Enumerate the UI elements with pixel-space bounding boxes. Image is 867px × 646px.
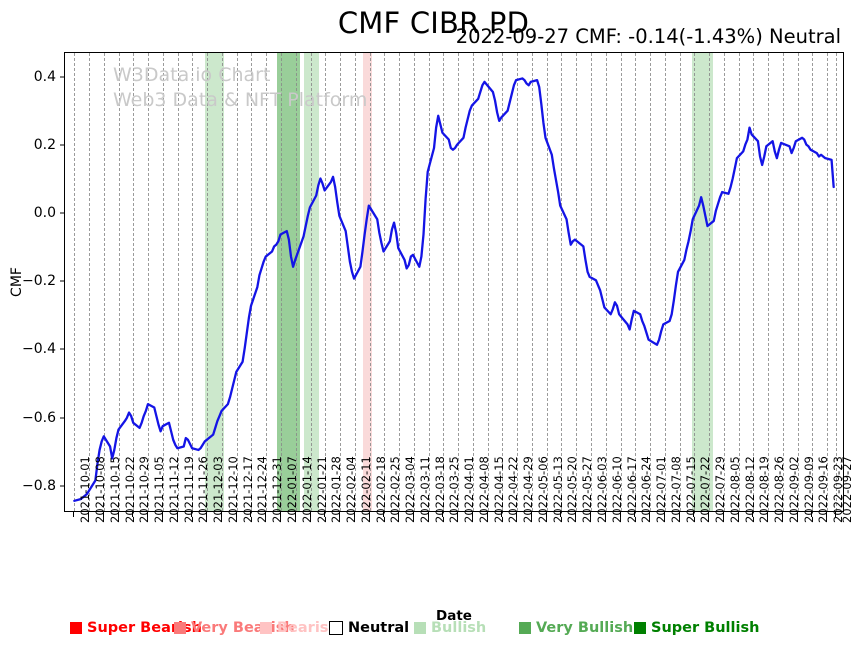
legend-swatch-icon: [414, 622, 426, 634]
x-tick-mark: [220, 512, 222, 517]
legend-swatch-icon: [174, 622, 186, 634]
y-axis-tick: 0.4: [34, 69, 65, 85]
y-tick-mark: [60, 144, 65, 146]
x-tick-mark: [398, 512, 400, 517]
grid-line: [835, 53, 837, 511]
y-axis-tick: 0.0: [34, 205, 65, 221]
y-tick-mark: [60, 417, 65, 419]
legend-item[interactable]: Very Bullish: [519, 620, 633, 636]
x-tick-mark: [471, 512, 473, 517]
x-tick-mark: [102, 512, 104, 517]
y-axis-tick: −0.6: [22, 410, 65, 426]
y-tick-mark: [60, 76, 65, 78]
x-tick-mark: [767, 512, 769, 517]
legend: Super Bearish Very Bearish Bearish Neutral B…: [64, 620, 854, 644]
x-tick-mark: [722, 512, 724, 517]
x-tick-mark: [250, 512, 252, 517]
x-tick-mark: [826, 512, 828, 517]
legend-swatch-icon: [260, 622, 272, 634]
y-tick-mark: [60, 212, 65, 214]
x-tick-mark: [339, 512, 341, 517]
legend-label: Neutral: [348, 620, 410, 636]
y-axis-tick: 0.2: [34, 137, 65, 153]
x-tick-mark: [368, 512, 370, 517]
value-annotation: 2022-09-27 CMF: -0.14(-1.43%) Neutral: [455, 25, 841, 48]
x-tick-mark: [353, 512, 355, 517]
legend-label: Super Bearish: [87, 620, 202, 636]
legend-item[interactable]: Super Bullish: [634, 620, 759, 636]
legend-label: Bullish: [431, 620, 487, 636]
y-axis-tick: −0.8: [22, 478, 65, 494]
legend-swatch-icon: [519, 622, 531, 634]
x-axis-ticks: 2021-10-012021-10-082021-10-152021-10-22…: [64, 456, 854, 612]
y-tick-mark: [60, 280, 65, 282]
x-tick-mark: [619, 512, 621, 517]
y-axis-tick: −0.4: [22, 341, 65, 357]
x-tick-mark: [501, 512, 503, 517]
x-tick-mark: [604, 512, 606, 517]
x-tick-mark: [147, 512, 149, 517]
x-tick-mark: [560, 512, 562, 517]
x-tick-mark: [161, 512, 163, 517]
watermark: W3Data.io Chart Web3 Data & NFT Platform: [113, 64, 368, 111]
x-tick-mark: [117, 512, 119, 517]
x-tick-mark: [530, 512, 532, 517]
x-tick-mark: [176, 512, 178, 517]
legend-item[interactable]: Neutral: [329, 620, 409, 636]
y-tick-mark: [60, 348, 65, 350]
y-axis-tick: −0.2: [22, 273, 65, 289]
x-tick-mark: [324, 512, 326, 517]
legend-label: Very Bullish: [536, 620, 634, 636]
x-tick-mark: [575, 512, 577, 517]
x-tick-mark: [752, 512, 754, 517]
x-tick-mark: [811, 512, 813, 517]
legend-swatch-icon: [70, 622, 82, 634]
x-tick-mark: [442, 512, 444, 517]
x-tick-mark: [781, 512, 783, 517]
x-tick-mark: [737, 512, 739, 517]
x-tick-mark: [708, 512, 710, 517]
legend-item[interactable]: Super Bearish: [70, 620, 202, 636]
x-tick-mark: [834, 512, 836, 517]
x-tick-mark: [383, 512, 385, 517]
x-tick-mark: [796, 512, 798, 517]
x-tick-mark: [88, 512, 90, 517]
legend-label: Bearish: [277, 620, 339, 636]
x-tick-mark: [294, 512, 296, 517]
x-tick-mark: [265, 512, 267, 517]
legend-label: Super Bullish: [651, 620, 760, 636]
x-tick-mark: [649, 512, 651, 517]
x-axis-label: Date: [436, 608, 472, 624]
page-title: CMF CIBR PD: [337, 6, 530, 40]
x-tick-mark: [309, 512, 311, 517]
x-tick-mark: [678, 512, 680, 517]
x-tick-mark: [516, 512, 518, 517]
plot-area: W3Data.io Chart Web3 Data & NFT Platform…: [22, 25, 844, 512]
legend-swatch-icon: [634, 622, 646, 634]
x-tick-mark: [634, 512, 636, 517]
x-tick-mark: [486, 512, 488, 517]
legend-item[interactable]: Bullish: [414, 620, 486, 636]
x-tick-mark: [457, 512, 459, 517]
x-tick-mark: [545, 512, 547, 517]
legend-swatch-icon: [329, 621, 343, 635]
x-tick-mark: [412, 512, 414, 517]
y-tick-mark: [60, 485, 65, 487]
x-tick-mark: [693, 512, 695, 517]
x-tick-mark: [663, 512, 665, 517]
legend-item[interactable]: Bearish: [260, 620, 339, 636]
x-tick-mark: [73, 512, 75, 517]
x-tick-mark: [427, 512, 429, 517]
x-tick-mark: [590, 512, 592, 517]
x-tick-mark: [235, 512, 237, 517]
x-tick-mark: [191, 512, 193, 517]
x-tick-mark: [280, 512, 282, 517]
x-tick-mark: [132, 512, 134, 517]
x-tick-mark: [206, 512, 208, 517]
